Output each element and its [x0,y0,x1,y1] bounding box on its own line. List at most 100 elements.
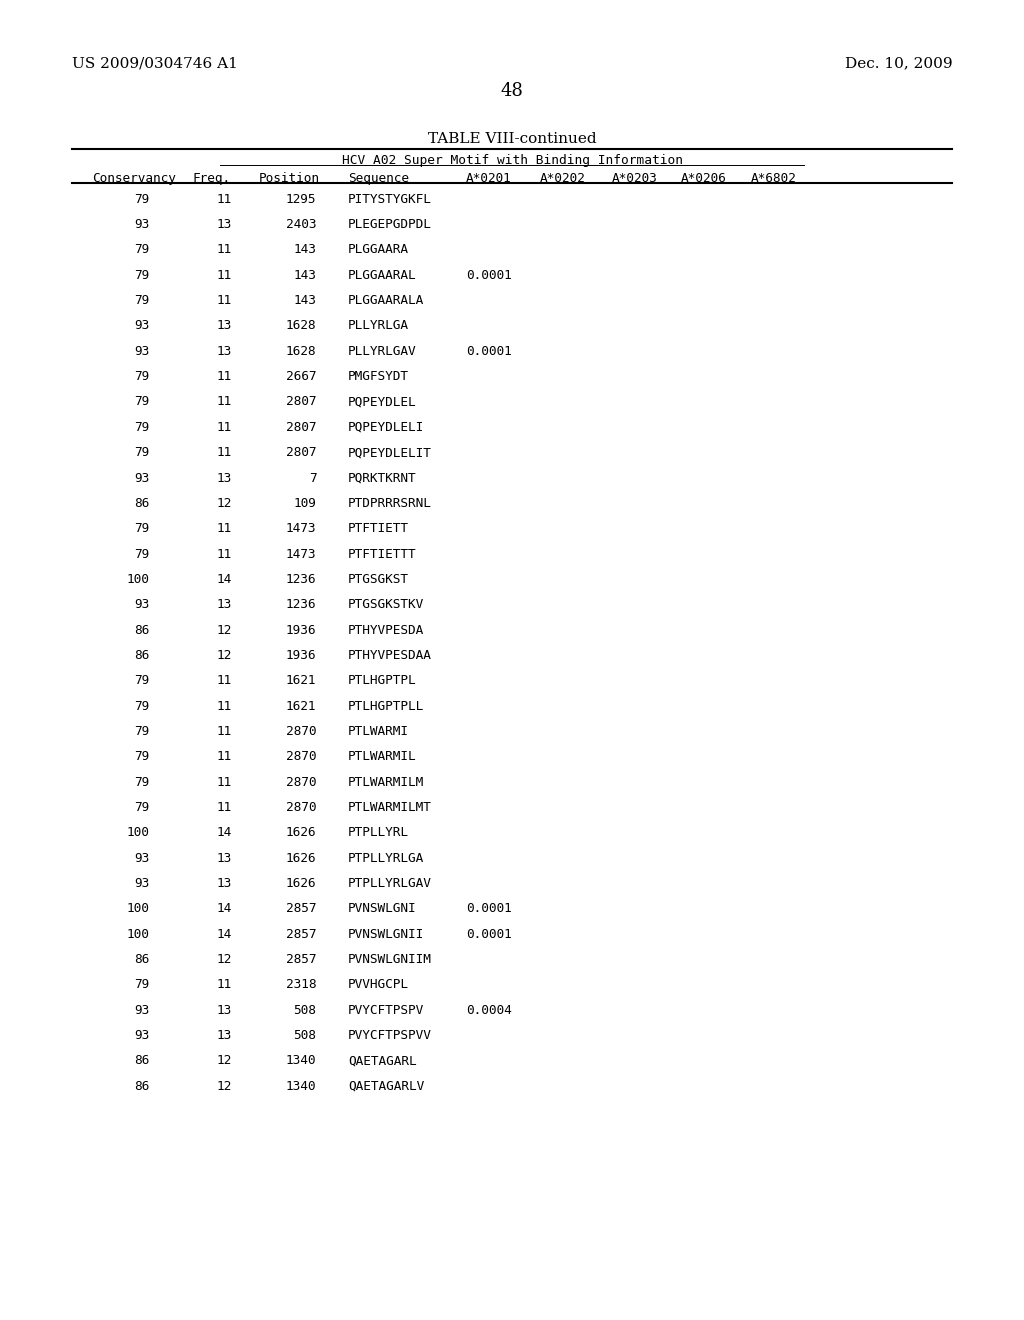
Text: 12: 12 [216,649,231,661]
Text: 13: 13 [216,319,231,333]
Text: 48: 48 [501,82,523,100]
Text: PTHYVPESDAA: PTHYVPESDAA [348,649,432,661]
Text: 2870: 2870 [286,776,316,788]
Text: 14: 14 [216,928,231,941]
Text: 1628: 1628 [286,319,316,333]
Text: 14: 14 [216,903,231,915]
Text: PTLWARMI: PTLWARMI [348,725,410,738]
Text: 2870: 2870 [286,750,316,763]
Text: HCV A02 Super Motif with Binding Information: HCV A02 Super Motif with Binding Informa… [341,154,683,168]
Text: Sequence: Sequence [348,172,410,185]
Text: 13: 13 [216,471,231,484]
Text: 1621: 1621 [286,675,316,688]
Text: PVVHGCPL: PVVHGCPL [348,978,410,991]
Text: 1295: 1295 [286,193,316,206]
Text: 79: 79 [134,548,150,561]
Text: 86: 86 [134,496,150,510]
Text: 2318: 2318 [286,978,316,991]
Text: 11: 11 [216,523,231,535]
Text: 2870: 2870 [286,725,316,738]
Text: 79: 79 [134,700,150,713]
Text: 93: 93 [134,1003,150,1016]
Text: PTDPRRRSRNL: PTDPRRRSRNL [348,496,432,510]
Text: 79: 79 [134,396,150,408]
Text: 13: 13 [216,876,231,890]
Text: 79: 79 [134,243,150,256]
Text: 0.0004: 0.0004 [466,1003,512,1016]
Text: 14: 14 [216,573,231,586]
Text: 100: 100 [127,573,150,586]
Text: PTLHGPTPL: PTLHGPTPL [348,675,417,688]
Text: PVNSWLGNII: PVNSWLGNII [348,928,424,941]
Text: 7: 7 [309,471,316,484]
Text: 93: 93 [134,851,150,865]
Text: PTLWARMILMT: PTLWARMILMT [348,801,432,814]
Text: 79: 79 [134,523,150,535]
Text: 1626: 1626 [286,851,316,865]
Text: 79: 79 [134,370,150,383]
Text: 13: 13 [216,598,231,611]
Text: 79: 79 [134,269,150,281]
Text: 13: 13 [216,1003,231,1016]
Text: Conservancy: Conservancy [92,172,176,185]
Text: 11: 11 [216,801,231,814]
Text: 93: 93 [134,345,150,358]
Text: 11: 11 [216,193,231,206]
Text: US 2009/0304746 A1: US 2009/0304746 A1 [72,57,238,71]
Text: 508: 508 [294,1030,316,1041]
Text: PTPLLYRLGAV: PTPLLYRLGAV [348,876,432,890]
Text: 93: 93 [134,598,150,611]
Text: 0.0001: 0.0001 [466,903,512,915]
Text: 86: 86 [134,623,150,636]
Text: 13: 13 [216,345,231,358]
Text: 13: 13 [216,851,231,865]
Text: PLGGAARAL: PLGGAARAL [348,269,417,281]
Text: 79: 79 [134,446,150,459]
Text: 79: 79 [134,193,150,206]
Text: PTFTIETT: PTFTIETT [348,523,410,535]
Text: 1340: 1340 [286,1080,316,1093]
Text: PTLHGPTPLL: PTLHGPTPLL [348,700,424,713]
Text: 93: 93 [134,1030,150,1041]
Text: 143: 143 [294,243,316,256]
Text: 2403: 2403 [286,218,316,231]
Text: 11: 11 [216,243,231,256]
Text: 11: 11 [216,370,231,383]
Text: 12: 12 [216,623,231,636]
Text: PLGGAARALA: PLGGAARALA [348,294,424,308]
Text: A*6802: A*6802 [751,172,797,185]
Text: PQPEYDLELIT: PQPEYDLELIT [348,446,432,459]
Text: PTLWARMILM: PTLWARMILM [348,776,424,788]
Text: 2857: 2857 [286,953,316,966]
Text: 11: 11 [216,675,231,688]
Text: 93: 93 [134,471,150,484]
Text: 0.0001: 0.0001 [466,345,512,358]
Text: 1626: 1626 [286,826,316,840]
Text: 11: 11 [216,446,231,459]
Text: 1628: 1628 [286,345,316,358]
Text: 2857: 2857 [286,928,316,941]
Text: 79: 79 [134,801,150,814]
Text: 11: 11 [216,978,231,991]
Text: 100: 100 [127,903,150,915]
Text: 12: 12 [216,496,231,510]
Text: A*0203: A*0203 [611,172,657,185]
Text: Dec. 10, 2009: Dec. 10, 2009 [845,57,952,71]
Text: 1626: 1626 [286,876,316,890]
Text: PVYCFTPSPV: PVYCFTPSPV [348,1003,424,1016]
Text: 13: 13 [216,218,231,231]
Text: 143: 143 [294,269,316,281]
Text: 86: 86 [134,953,150,966]
Text: 86: 86 [134,649,150,661]
Text: 11: 11 [216,269,231,281]
Text: TABLE VIII-continued: TABLE VIII-continued [428,132,596,147]
Text: 143: 143 [294,294,316,308]
Text: 1621: 1621 [286,700,316,713]
Text: 1473: 1473 [286,523,316,535]
Text: 2667: 2667 [286,370,316,383]
Text: PMGFSYDT: PMGFSYDT [348,370,410,383]
Text: PQPEYDLELI: PQPEYDLELI [348,421,424,434]
Text: 86: 86 [134,1055,150,1068]
Text: PLEGEPGDPDL: PLEGEPGDPDL [348,218,432,231]
Text: PTGSGKST: PTGSGKST [348,573,410,586]
